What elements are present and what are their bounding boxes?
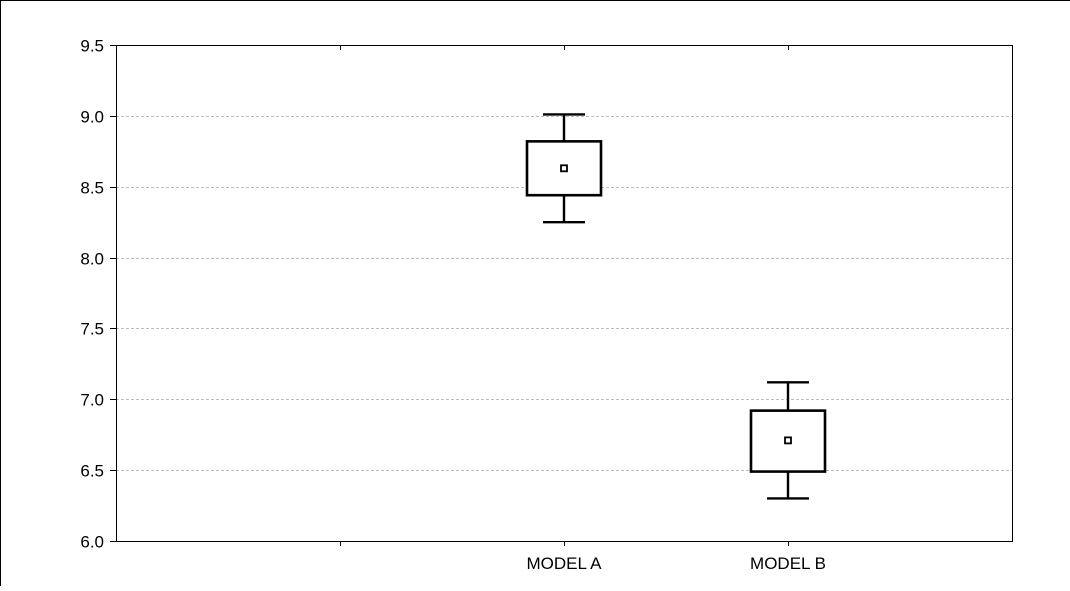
center-marker (784, 436, 792, 445)
box-group-model-a (525, 113, 603, 224)
y-tick-label: 8.5 (80, 179, 104, 198)
y-tick-label: 8.0 (80, 250, 104, 269)
x-category-label: MODEL B (750, 554, 826, 573)
marks-layer (525, 113, 827, 500)
y-tick-label: 9.0 (80, 108, 104, 127)
y-tick-label: 7.0 (80, 391, 104, 410)
center-marker (560, 164, 568, 173)
y-tick-label: 6.0 (80, 533, 104, 552)
box-group-model-b (749, 381, 827, 500)
y-tick-label: 9.5 (80, 37, 104, 56)
axis-layer (110, 45, 1013, 546)
y-tick-label: 7.5 (80, 320, 104, 339)
y-tick-label: 6.5 (80, 462, 104, 481)
x-category-label: MODEL A (527, 554, 603, 573)
label-layer: 6.0 6.5 7.0 7.5 8.0 8.5 9.0 9.5 MODEL A MODEL B (80, 37, 826, 574)
